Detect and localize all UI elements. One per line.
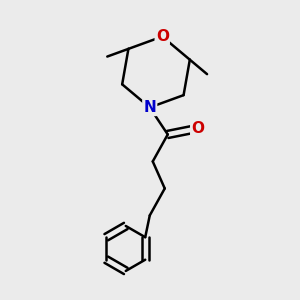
Text: N: N: [143, 100, 156, 115]
Text: O: O: [156, 29, 169, 44]
Text: O: O: [191, 121, 204, 136]
